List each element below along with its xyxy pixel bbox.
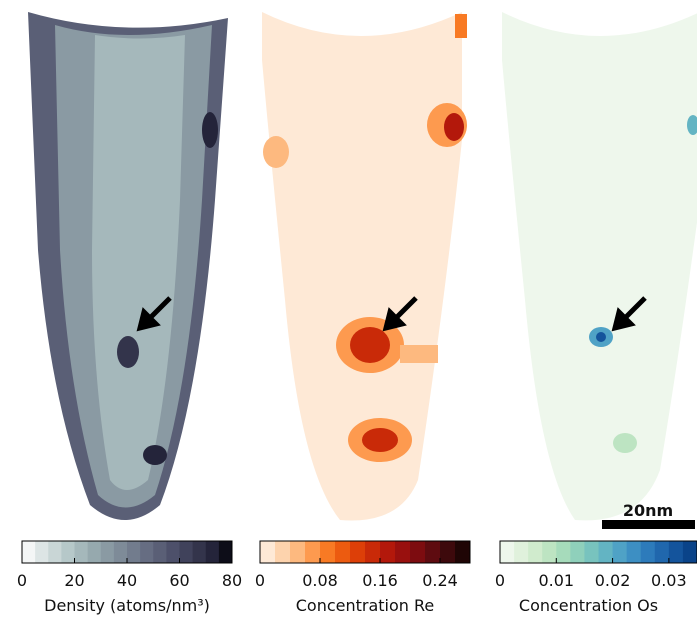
- colorbar-segment: [654, 541, 670, 563]
- colorbar-label: Concentration Re: [296, 596, 435, 615]
- colorbar-segment: [500, 541, 515, 563]
- colorbar-segment: [87, 541, 102, 563]
- colorbar-segment: [612, 541, 628, 563]
- os-map: [502, 12, 697, 521]
- colorbar-segment: [100, 541, 115, 563]
- colorbar-tick-label: 0.03: [651, 571, 687, 590]
- colorbar-segment: [205, 541, 220, 563]
- colorbar-segment: [598, 541, 614, 563]
- colorbar-tick-label: 40: [117, 571, 137, 590]
- colorbar-tick-label: 20: [64, 571, 84, 590]
- colorbar-segment: [584, 541, 599, 563]
- colorbar-tick-label: 0: [495, 571, 505, 590]
- colorbar-tick-label: 80: [222, 571, 242, 590]
- scale-bar-label: 20nm: [623, 501, 673, 520]
- colorbar-segment: [290, 541, 306, 563]
- colorbar-segment: [179, 541, 194, 563]
- density-map: [28, 12, 228, 520]
- colorbar-segment: [166, 541, 180, 563]
- colorbar-tick-label: 0.08: [302, 571, 338, 590]
- colorbar-segment: [528, 541, 543, 563]
- colorbar-segment: [425, 541, 441, 563]
- colorbar-segment: [48, 541, 62, 563]
- colorbar-segment: [260, 541, 276, 563]
- colorbar-segment: [682, 541, 697, 563]
- colorbar-segment: [455, 541, 471, 563]
- colorbar-segment: [410, 541, 426, 563]
- scale-bar: [602, 520, 695, 529]
- colorbar-segment: [570, 541, 585, 563]
- colorbar-label: Concentration Os: [519, 596, 658, 615]
- colorbar-segment: [542, 541, 557, 563]
- colorbar-segment: [140, 541, 154, 563]
- colorbar-segment: [514, 541, 529, 563]
- colorbar-segment: [395, 541, 411, 563]
- colorbar-segment: [668, 541, 684, 563]
- colorbar-segment: [350, 541, 366, 563]
- colorbar-tick-label: 60: [169, 571, 189, 590]
- colorbar-segment: [335, 541, 351, 563]
- colorbar-segment: [380, 541, 396, 563]
- colorbar-label: Density (atoms/nm³): [44, 596, 210, 615]
- colorbar-frame: [259, 540, 471, 564]
- colorbar-segment: [153, 541, 167, 563]
- colorbar-segment: [320, 541, 336, 563]
- colorbar-tick-label: 0.16: [362, 571, 398, 590]
- colorbar-segment: [305, 541, 321, 563]
- colorbar-segment: [74, 541, 89, 563]
- colorbar-segment: [192, 541, 207, 563]
- re-map: [262, 12, 467, 521]
- colorbar-segment: [440, 541, 456, 563]
- colorbar-segment: [22, 541, 36, 563]
- colorbar-tick-label: 0: [255, 571, 265, 590]
- colorbar-segment: [61, 541, 75, 563]
- colorbars: 0 20 40 60 80 Density (atoms/nm³) 0 0.08 0.16 0.2…: [17, 540, 697, 615]
- colorbar-segment: [127, 541, 141, 563]
- colorbar-segment: [626, 541, 642, 563]
- colorbar-tick-label: 0.01: [538, 571, 574, 590]
- colorbar-segment: [113, 541, 128, 563]
- colorbar-tick-label: 0: [17, 571, 27, 590]
- colorbar-segment: [218, 541, 233, 563]
- colorbar-segment: [35, 541, 49, 563]
- colorbar-tick-label: 0.24: [422, 571, 458, 590]
- colorbar-segment: [365, 541, 381, 563]
- colorbar-segment: [640, 541, 656, 563]
- colorbar-tick-label: 0.02: [595, 571, 631, 590]
- colorbar-frame: [499, 540, 697, 564]
- colorbar-segment: [275, 541, 291, 563]
- colorbar-segment: [556, 541, 571, 563]
